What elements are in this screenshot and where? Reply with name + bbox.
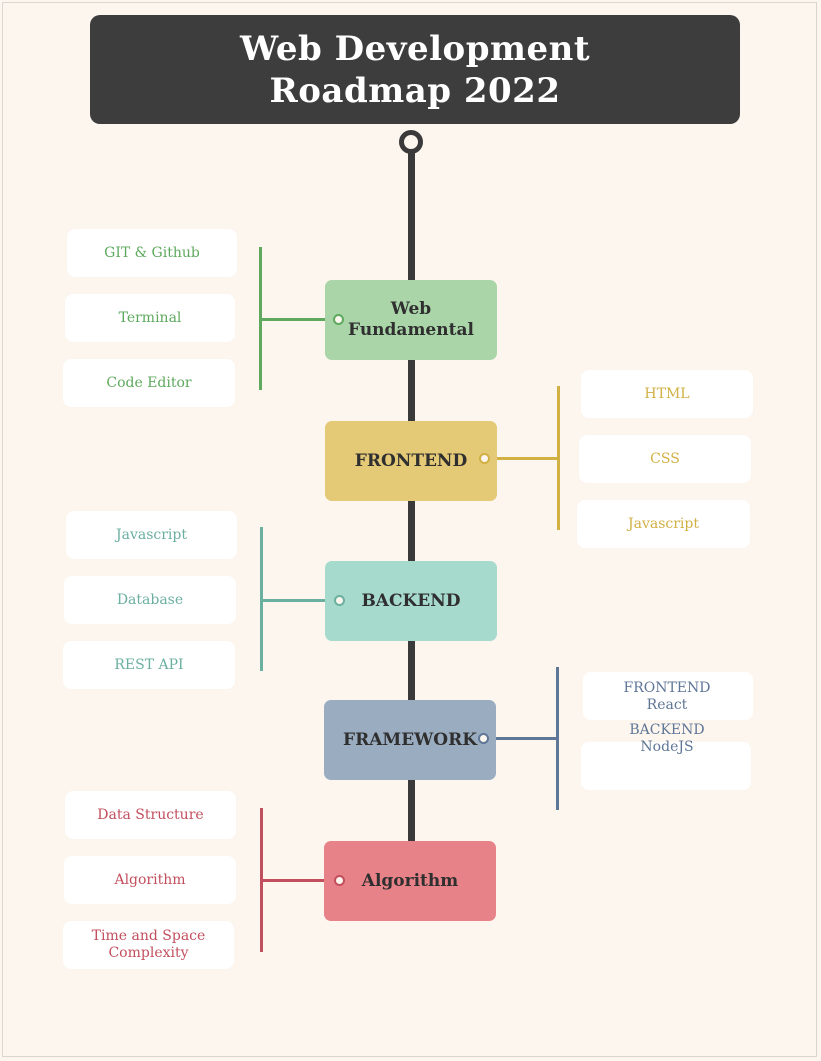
list-item-frontend-react <box>583 672 753 720</box>
stage-backend: BACKEND <box>325 561 497 641</box>
list-item-html: HTML <box>581 370 753 418</box>
list-item-javascript-frontend: Javascript <box>577 500 750 548</box>
list-item-algorithm: Algorithm <box>64 856 236 904</box>
list-item-javascript-backend: Javascript <box>66 511 237 559</box>
complexity-line-1: Time and Space <box>91 928 206 944</box>
frontend-connector <box>484 457 560 460</box>
list-item-data-structure: Data Structure <box>65 791 236 839</box>
roadmap-title: Web Development Roadmap 2022 <box>90 15 740 124</box>
backend-connector-dot <box>334 595 345 606</box>
list-item-code-editor: Code Editor <box>63 359 235 407</box>
list-item-git-github: GIT & Github <box>67 229 237 277</box>
list-item-database: Database <box>64 576 236 624</box>
stage-web-fundamental: Web Fundamental <box>325 280 497 360</box>
title-line-1: Web Development <box>239 28 591 69</box>
framework-frontend-label: FRONTEND React <box>581 680 753 714</box>
fundamental-connector-dot <box>333 314 344 325</box>
stage-label-line-1: Web <box>390 299 432 319</box>
list-item-terminal: Terminal <box>65 294 235 342</box>
stage-label-line-2: Fundamental <box>348 320 474 340</box>
algorithm-connector <box>260 879 338 882</box>
list-item-rest-api: REST API <box>63 641 235 689</box>
framework-backend-value: NodeJS <box>640 739 694 755</box>
list-item-backend-nodejs <box>581 742 751 790</box>
backend-connector <box>260 599 338 602</box>
stage-frontend: FRONTEND <box>325 421 497 501</box>
title-line-2: Roadmap 2022 <box>269 70 561 111</box>
framework-frontend-heading: FRONTEND <box>623 680 711 696</box>
list-item-time-space-complexity: Time and Space Complexity <box>63 921 234 969</box>
start-node-circle <box>399 130 423 154</box>
stage-framework: FRAMEWORK <box>324 700 496 780</box>
framework-backend-label: BACKEND NodeJS <box>581 722 753 756</box>
algorithm-connector-dot <box>334 875 345 886</box>
framework-connector-dot <box>478 733 489 744</box>
frontend-connector-dot <box>479 453 490 464</box>
fundamental-connector <box>259 318 338 321</box>
framework-connector <box>483 737 559 740</box>
list-item-css: CSS <box>579 435 751 483</box>
stage-algorithm: Algorithm <box>324 841 496 921</box>
framework-frontend-value: React <box>646 697 688 713</box>
framework-backend-heading: BACKEND <box>629 722 705 738</box>
complexity-line-2: Complexity <box>108 945 189 961</box>
